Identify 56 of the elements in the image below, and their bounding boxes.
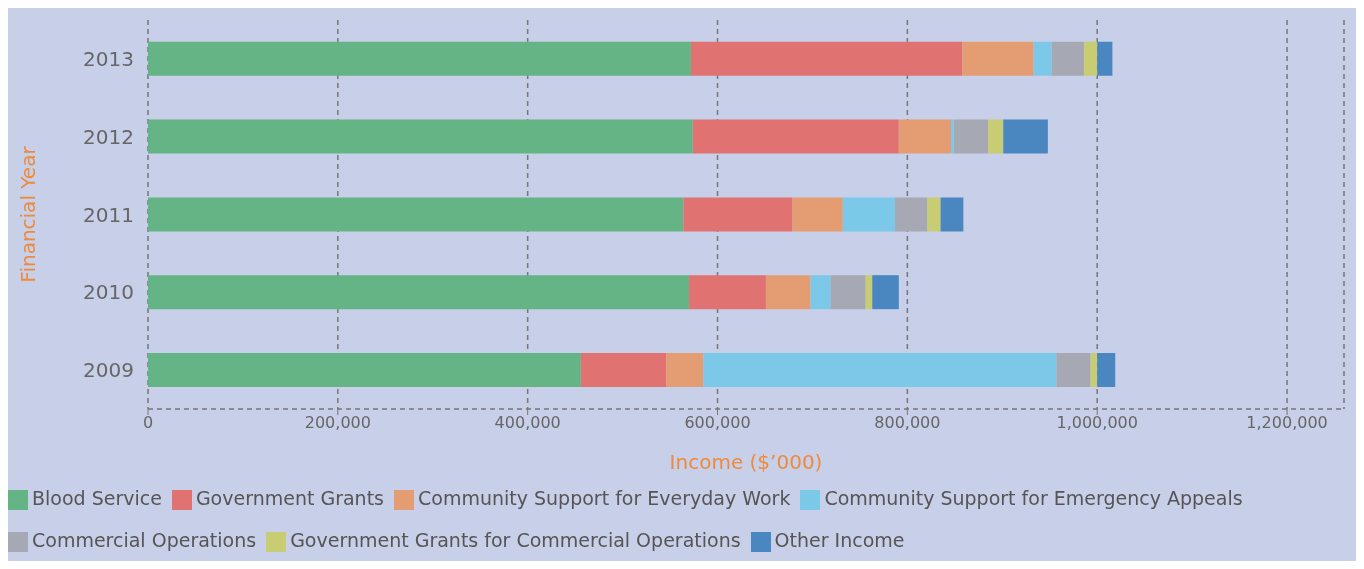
bar	[1056, 352, 1091, 387]
bar	[148, 119, 693, 154]
bar	[689, 275, 766, 310]
y-axis-title: Financial Year	[16, 145, 41, 283]
bar	[148, 352, 581, 387]
legend-label: Blood Service	[32, 487, 162, 509]
legend-label: Community Support for Everyday Work	[418, 487, 791, 509]
bar	[666, 352, 704, 387]
bar	[988, 119, 1004, 154]
legend-label: Government Grants for Commercial Operations	[290, 529, 741, 551]
bar	[1097, 352, 1116, 387]
bar	[765, 275, 811, 310]
bar	[148, 197, 684, 232]
bar	[1090, 352, 1098, 387]
bar	[951, 119, 954, 154]
x-tick-label: 1,000,000	[1056, 413, 1138, 433]
y-tick-label: 2009	[83, 358, 134, 383]
x-tick-label: 1,200,000	[1246, 413, 1328, 433]
x-tick-label: 600,000	[684, 413, 751, 433]
bar	[895, 197, 928, 232]
y-tick-label: 2012	[83, 124, 134, 149]
x-axis-title: Income ($’000)	[669, 450, 823, 474]
bar	[953, 119, 989, 154]
bar	[1033, 41, 1052, 76]
bar	[692, 119, 899, 154]
bar	[1097, 41, 1113, 76]
bar	[810, 275, 831, 310]
bar	[842, 197, 896, 232]
bar	[1003, 119, 1048, 154]
bar	[872, 275, 899, 310]
x-tick-label: 200,000	[304, 413, 371, 433]
bar	[865, 275, 873, 310]
bar	[683, 197, 793, 232]
y-tick-label: 2010	[83, 280, 134, 305]
bar	[580, 352, 667, 387]
x-tick-label: 0	[142, 413, 154, 433]
legend-label: Government Grants	[195, 487, 384, 509]
legend-label: Community Support for Emergency Appeals	[824, 487, 1243, 509]
bar	[1051, 41, 1084, 76]
bar	[1083, 41, 1098, 76]
bar	[690, 41, 963, 76]
bar	[927, 197, 941, 232]
bar	[962, 41, 1034, 76]
bar	[898, 119, 952, 154]
x-tick-label: 800,000	[874, 413, 941, 433]
x-tick-label: 400,000	[494, 413, 561, 433]
bar	[148, 41, 691, 76]
y-tick-label: 2013	[83, 47, 134, 71]
legend-label: Commercial Operations	[32, 529, 257, 551]
bar	[148, 275, 690, 310]
legend-label: Other Income	[774, 529, 905, 551]
bar	[703, 352, 1057, 387]
bar	[940, 197, 964, 232]
bar	[830, 275, 866, 310]
bar	[792, 197, 843, 232]
y-tick-label: 2011	[83, 202, 134, 227]
